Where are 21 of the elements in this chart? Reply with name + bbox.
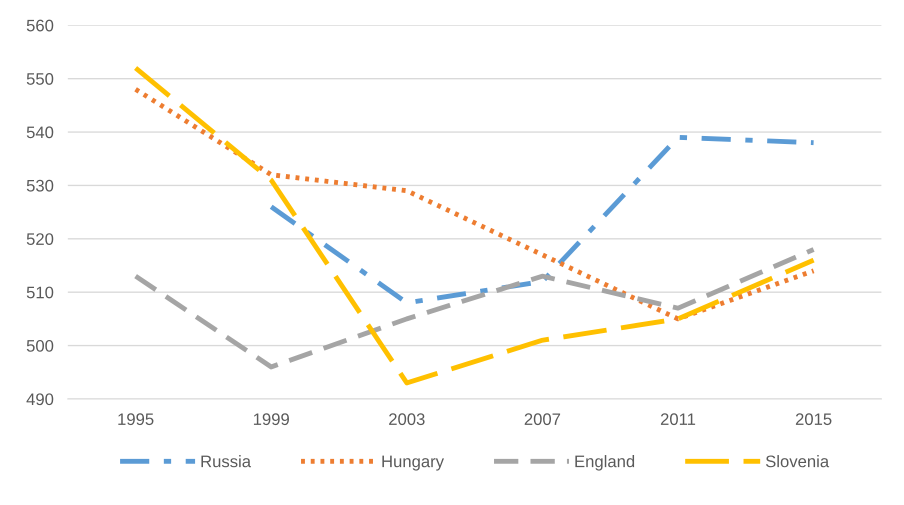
- x-tick-label: 1995: [118, 413, 154, 426]
- line-series: [133, 86, 816, 322]
- y-tick-label: 550: [26, 73, 54, 85]
- y-tick-label: 530: [26, 180, 54, 192]
- x-tick-label: 2011: [660, 413, 696, 426]
- legend-label: Hungary: [382, 456, 444, 471]
- legend-label: England: [575, 455, 634, 471]
- y-tick-label: 520: [26, 233, 54, 245]
- y-tick-label: 500: [26, 340, 54, 352]
- x-tick-label: 2007: [524, 413, 560, 426]
- legend-label: Slovenia: [766, 455, 830, 468]
- x-tick-label: 2003: [389, 413, 425, 426]
- y-tick-label: 490: [26, 393, 54, 406]
- legend-label: Russia: [201, 455, 252, 468]
- y-tick-label: 540: [26, 126, 54, 138]
- line-series: [133, 66, 816, 386]
- line-series: [133, 247, 816, 370]
- y-tick-label: 560: [26, 20, 54, 32]
- x-tick-label: 1999: [254, 413, 289, 426]
- y-tick-label: 510: [26, 286, 54, 298]
- x-tick-label: 2015: [796, 413, 832, 426]
